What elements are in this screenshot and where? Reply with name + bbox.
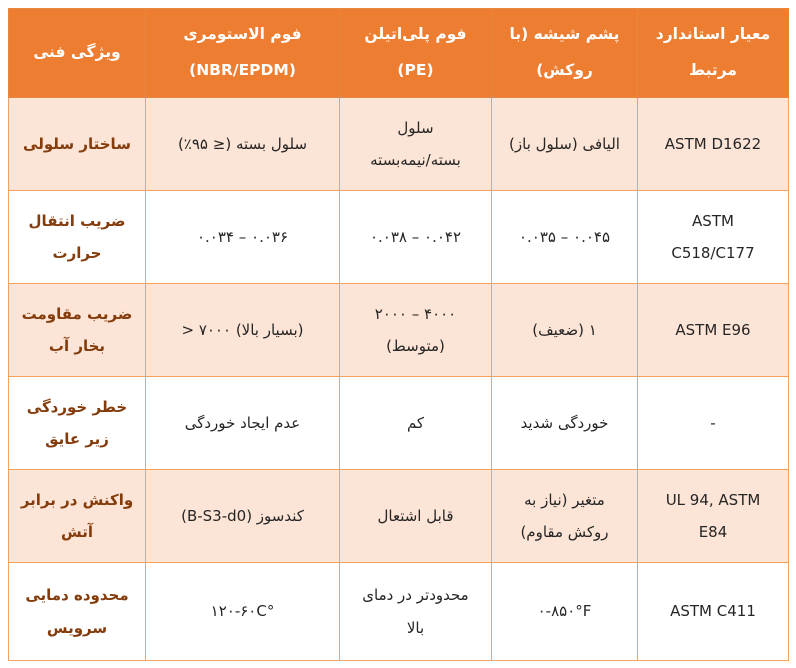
row-label-cell: خطر خوردگی زیر عایق — [8, 376, 146, 470]
col-header-pe-foam: فوم پلی‌اتیلن (PE) — [339, 8, 492, 98]
table-row-vapor-resistance: ضریب مقاومت بخار آب > ۷۰۰۰ (بسیار بالا) … — [8, 283, 789, 377]
data-cell: کندسوز (B-S3-d0) — [145, 469, 340, 563]
data-cell: ۱۲۰-۶۰C° — [145, 562, 340, 661]
table-row-fire-reaction: واکنش در برابر آتش کندسوز (B-S3-d0) قابل… — [8, 469, 789, 563]
data-cell: سلول بسته/نیمه‌بسته — [339, 97, 492, 191]
table-row-cell-structure: ساختار سلولی سلول بسته (≤ ۹۵٪) سلول بسته… — [8, 97, 789, 191]
data-cell: ۲۰۰۰‎ – ‎۴۰۰۰ (متوسط) — [339, 283, 492, 377]
data-cell: ASTM C518/C177 — [637, 190, 789, 284]
col-header-standard: معیار استاندارد مرتبط — [637, 8, 789, 98]
row-label-cell: ضریب مقاومت بخار آب — [8, 283, 146, 377]
data-cell: محدودتر در دمای بالا — [339, 562, 492, 661]
data-cell: ASTM C411 — [637, 562, 789, 661]
insulation-comparison-table: ویژگی فنی فوم الاستومری (NBR/EPDM) فوم پ… — [8, 8, 789, 661]
data-cell: خوردگی شدید — [491, 376, 638, 470]
data-cell: ۰.۰۳۴ – ۰.۰۳۶ — [145, 190, 340, 284]
col-header-glass-wool: پشم شیشه (با روکش) — [491, 8, 638, 98]
data-cell: ۰.۰۳۸ – ۰.۰۴۲ — [339, 190, 492, 284]
data-cell: ۰-۸۵۰°F — [491, 562, 638, 661]
data-cell: سلول بسته (≤ ۹۵٪) — [145, 97, 340, 191]
row-label-cell: ضریب انتقال حرارت — [8, 190, 146, 284]
table-header-row: ویژگی فنی فوم الاستومری (NBR/EPDM) فوم پ… — [8, 8, 789, 98]
table-row-thermal-conductivity: ضریب انتقال حرارت ۰.۰۳۴ – ۰.۰۳۶ ۰.۰۳۸ – … — [8, 190, 789, 284]
table-row-corrosion-risk: خطر خوردگی زیر عایق عدم ایجاد خوردگی کم … — [8, 376, 789, 470]
data-cell: ۱ (ضعیف) — [491, 283, 638, 377]
data-cell: - — [637, 376, 789, 470]
data-cell: ASTM D1622 — [637, 97, 789, 191]
col-header-elastomeric-foam: فوم الاستومری (NBR/EPDM) — [145, 8, 340, 98]
data-cell: عدم ایجاد خوردگی — [145, 376, 340, 470]
data-cell: ASTM E96 — [637, 283, 789, 377]
data-cell: متغیر (نیاز به روکش مقاوم) — [491, 469, 638, 563]
data-cell: کم — [339, 376, 492, 470]
table-row-service-temperature: محدوده دمایی سرویس ۱۲۰-۶۰C° محدودتر در د… — [8, 562, 789, 661]
data-cell: UL 94, ASTM E84 — [637, 469, 789, 563]
row-label-cell: ساختار سلولی — [8, 97, 146, 191]
data-cell: الیافی (سلول باز) — [491, 97, 638, 191]
col-header-feature: ویژگی فنی — [8, 8, 146, 98]
row-label-cell: واکنش در برابر آتش — [8, 469, 146, 563]
data-cell: قابل اشتعال — [339, 469, 492, 563]
data-cell: > ۷۰۰۰ (بسیار بالا) — [145, 283, 340, 377]
row-label-cell: محدوده دمایی سرویس — [8, 562, 146, 661]
data-cell: ۰.۰۳۵ – ۰.۰۴۵ — [491, 190, 638, 284]
